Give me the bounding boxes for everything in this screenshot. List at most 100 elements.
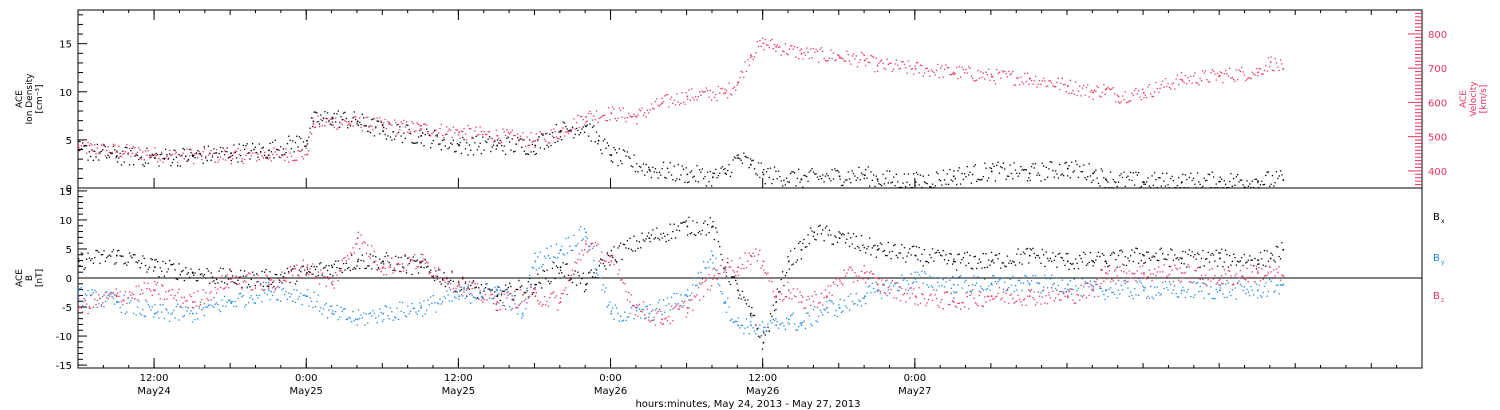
series-By-point: [561, 245, 563, 247]
series-By-point: [119, 306, 121, 309]
density-series-point: [1181, 181, 1183, 183]
series-Bx-point: [582, 272, 584, 274]
series-By-point: [531, 266, 533, 269]
velocity-series-point: [199, 152, 202, 154]
series-Bz-point: [862, 278, 864, 280]
density-series-point: [484, 140, 487, 142]
velocity-series-point: [262, 157, 264, 159]
series-By-point: [760, 335, 762, 337]
series-Bz-point: [221, 275, 223, 277]
series-Bx-point: [1203, 265, 1205, 267]
series-Bz-point: [254, 287, 256, 289]
series-Bz-point: [1028, 289, 1030, 291]
velocity-series-point: [222, 158, 224, 160]
series-By-point: [701, 278, 703, 280]
series-Bx-point: [383, 263, 385, 265]
density-series-point: [960, 183, 962, 185]
density-series-point: [1032, 163, 1034, 165]
b-axis-label-line: [nT]: [35, 269, 45, 287]
series-By-point: [913, 281, 915, 283]
series-Bz-point: [1013, 302, 1015, 304]
series-Bx-point: [468, 288, 471, 290]
series-Bz-point: [258, 277, 260, 279]
series-By-point: [534, 260, 537, 263]
density-series-point: [1014, 169, 1017, 171]
series-Bx-point: [925, 260, 927, 263]
density-series-point: [470, 149, 472, 151]
series-Bx-point: [463, 287, 465, 289]
series-Bx-point: [298, 269, 301, 271]
series-By-point: [430, 296, 432, 298]
series-Bx-point: [118, 249, 120, 252]
density-series-point: [783, 179, 785, 182]
series-Bz-point: [365, 252, 367, 254]
density-series-point: [522, 139, 524, 141]
density-series-point: [203, 146, 206, 148]
density-series-point: [704, 175, 706, 178]
density-series-point: [448, 146, 450, 149]
series-Bx-point: [554, 277, 556, 280]
density-series-point: [1270, 183, 1272, 185]
density-series-point: [874, 185, 876, 188]
density-series-point: [699, 169, 701, 171]
velocity-series-point: [547, 142, 550, 144]
series-Bz-point: [265, 274, 267, 276]
series-Bx-point: [1000, 267, 1002, 269]
series-By-point: [397, 318, 400, 320]
legend-label: B: [1433, 291, 1440, 302]
velocity-series-point: [1131, 92, 1133, 94]
density-series-point: [169, 153, 171, 155]
series-Bx-point: [1152, 255, 1154, 257]
series-By-point: [312, 306, 314, 309]
velocity-series-point: [1055, 86, 1057, 88]
series-Bz-point: [922, 293, 924, 296]
series-Bx-point: [740, 298, 742, 300]
density-series-point: [732, 159, 734, 161]
series-Bz-point: [1180, 280, 1183, 283]
density-series-point: [1116, 185, 1118, 188]
series-By-point: [385, 305, 388, 308]
series-By-point: [783, 325, 785, 327]
series-Bz-point: [815, 294, 817, 296]
series-Bz-point: [816, 306, 819, 308]
density-series-point: [782, 185, 784, 187]
velocity-series-point: [728, 82, 730, 84]
series-Bx-point: [127, 261, 129, 263]
series-Bx-point: [807, 234, 809, 236]
series-Bx-point: [839, 232, 841, 234]
series-By-point: [154, 304, 156, 306]
series-Bx-point: [192, 272, 194, 274]
series-Bx-point: [579, 282, 582, 284]
density-series-point: [511, 138, 513, 140]
velocity-series-point: [389, 123, 392, 125]
series-By-point: [895, 282, 897, 284]
series-Bx-point: [104, 260, 107, 262]
series-By-point: [927, 286, 930, 288]
density-series-point: [380, 121, 382, 123]
series-By-point: [351, 321, 353, 323]
series-Bx-point: [351, 254, 353, 256]
series-Bz-point: [911, 293, 914, 295]
series-Bz-point: [844, 275, 847, 277]
series-By-point: [404, 315, 406, 317]
velocity-series-point: [759, 40, 761, 42]
series-By-point: [460, 286, 463, 289]
series-By-point: [268, 281, 270, 284]
series-By-point: [393, 316, 396, 318]
series-Bx-point: [1242, 264, 1244, 267]
series-By-point: [166, 309, 168, 311]
velocity-series-point: [945, 64, 947, 66]
series-By-point: [554, 257, 556, 259]
series-By-point: [720, 291, 722, 293]
density-series-point: [507, 136, 509, 138]
series-Bx-point: [1093, 261, 1096, 264]
density-series-point: [1247, 185, 1249, 187]
series-Bx-point: [399, 270, 401, 273]
series-Bz-point: [130, 294, 132, 296]
series-By-point: [454, 296, 456, 298]
velocity-series-point: [1237, 79, 1239, 81]
density-series-point: [136, 154, 139, 157]
velocity-series-point: [355, 116, 357, 118]
series-Bx-point: [713, 238, 715, 241]
series-By-point: [618, 320, 620, 322]
